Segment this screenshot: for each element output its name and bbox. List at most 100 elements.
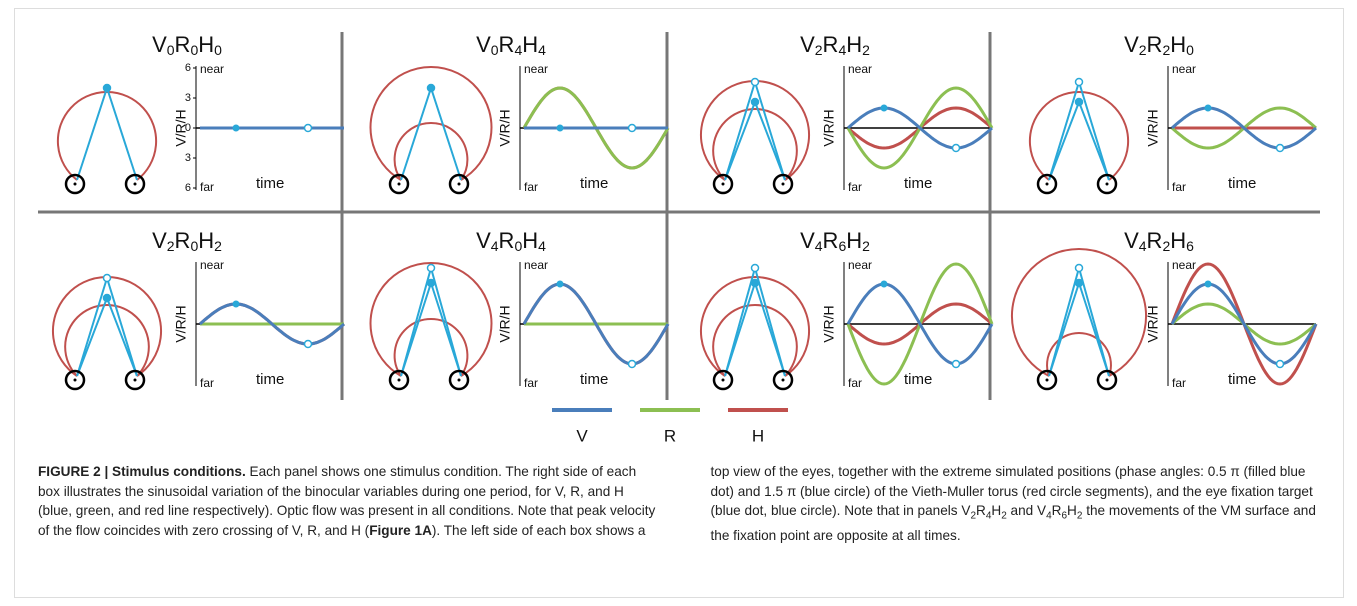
y-axis-label: V/R/H <box>821 305 837 342</box>
y-tick-label: 0 <box>185 122 191 134</box>
phase-dot-open <box>305 341 312 348</box>
vm-arc <box>58 92 156 180</box>
title-letter: V <box>152 32 167 57</box>
title-letter: V <box>1124 32 1139 57</box>
y-axis-label: V/R/H <box>1145 305 1161 342</box>
x-axis-label: time <box>256 175 284 192</box>
title-letter: H <box>1170 228 1186 253</box>
fixation-lines <box>77 88 137 180</box>
phase-dot-open <box>1277 145 1284 152</box>
fixation-target <box>428 85 435 92</box>
fixation-target <box>104 295 111 302</box>
pupil <box>1106 183 1109 186</box>
vm-arc <box>713 109 797 180</box>
axis-bottom-label: far <box>524 376 538 390</box>
title-letter: H <box>522 228 538 253</box>
vm-arc <box>395 123 468 180</box>
axis-top-label: near <box>200 258 224 272</box>
fixation-target <box>104 275 111 282</box>
x-axis-label: time <box>1228 371 1256 388</box>
fixation-lines <box>1049 283 1109 376</box>
axis-bottom-label: far <box>848 180 862 194</box>
x-axis-label: time <box>580 371 608 388</box>
phase-dot-open <box>305 125 312 132</box>
title-subscript: 2 <box>167 238 175 254</box>
title-subscript: 2 <box>862 238 870 254</box>
title-letter: R <box>175 228 191 253</box>
title-subscript: 0 <box>190 42 198 58</box>
title-letter: H <box>846 32 862 57</box>
title-subscript: 2 <box>862 42 870 58</box>
title-subscript: 4 <box>491 238 499 254</box>
pupil <box>458 183 461 186</box>
pupil <box>1106 379 1109 382</box>
fixation-target <box>1076 280 1083 287</box>
fixation-target <box>104 85 111 92</box>
phase-dot-filled <box>233 125 240 132</box>
x-axis-label: time <box>904 175 932 192</box>
axis-bottom-label: far <box>200 180 214 194</box>
title-subscript: 0 <box>1186 42 1194 58</box>
pupil <box>1046 183 1049 186</box>
axis-bottom-label: far <box>524 180 538 194</box>
pupil <box>398 183 401 186</box>
axis-top-label: near <box>848 258 872 272</box>
panel-title: V0​R0​H0​ <box>152 32 222 58</box>
pupil <box>782 379 785 382</box>
phase-dot-filled <box>881 105 888 112</box>
title-subscript: 4 <box>538 238 546 254</box>
page: V0​R0​H0​nearfartimeV/R/H63036V0​R4​H4​n… <box>0 0 1357 606</box>
pupil <box>74 379 77 382</box>
axis-bottom-label: far <box>848 376 862 390</box>
legend-label: V <box>576 426 588 445</box>
phase-dot-open <box>629 361 636 368</box>
title-subscript: 0 <box>167 42 175 58</box>
phase-dot-filled <box>1205 281 1212 288</box>
phase-dot-filled <box>233 301 240 308</box>
axis-bottom-label: far <box>1172 180 1186 194</box>
title-letter: R <box>823 32 839 57</box>
title-letter: R <box>499 32 515 57</box>
fixation-target <box>752 280 759 287</box>
title-letter: V <box>800 228 815 253</box>
title-subscript: 0 <box>190 238 198 254</box>
x-axis-label: time <box>580 175 608 192</box>
caption-text: FIGURE 2 | Stimulus conditions. <box>38 464 246 479</box>
pupil <box>458 379 461 382</box>
fixation-target <box>1076 79 1083 86</box>
phase-dot-filled <box>881 281 888 288</box>
figure: V0​R0​H0​nearfartimeV/R/H63036V0​R4​H4​n… <box>0 0 1357 450</box>
phase-dot-open <box>1277 361 1284 368</box>
y-tick-label: 3 <box>185 152 191 164</box>
title-letter: H <box>198 228 214 253</box>
vm-arc <box>713 305 797 376</box>
y-axis-label: V/R/H <box>173 305 189 342</box>
axis-top-label: near <box>848 62 872 76</box>
panel-title: V2​R4​H2​ <box>800 32 870 58</box>
phase-dot-filled <box>1205 105 1212 112</box>
pupil <box>398 379 401 382</box>
legend-label: H <box>752 426 764 445</box>
title-letter: R <box>823 228 839 253</box>
axis-bottom-label: far <box>1172 376 1186 390</box>
x-axis-label: time <box>904 371 932 388</box>
panel-title: V2​R2​H0​ <box>1124 32 1194 58</box>
y-tick-label: 6 <box>185 62 191 74</box>
fixation-target <box>428 265 435 272</box>
title-letter: V <box>152 228 167 253</box>
title-letter: R <box>499 228 515 253</box>
pupil <box>134 379 137 382</box>
axis-bottom-label: far <box>200 376 214 390</box>
fixation-lines <box>725 283 785 376</box>
fixation-lines <box>1049 102 1109 180</box>
axis-top-label: near <box>1172 258 1196 272</box>
legend-label: R <box>664 426 676 445</box>
title-subscript: 6 <box>838 238 846 254</box>
title-subscript: 0 <box>214 42 222 58</box>
title-letter: V <box>476 32 491 57</box>
fixation-lines <box>725 82 785 180</box>
y-axis-label: V/R/H <box>497 305 513 342</box>
title-subscript: 6 <box>1186 238 1194 254</box>
y-tick-label: 3 <box>185 92 191 104</box>
phase-dot-filled <box>557 281 564 288</box>
